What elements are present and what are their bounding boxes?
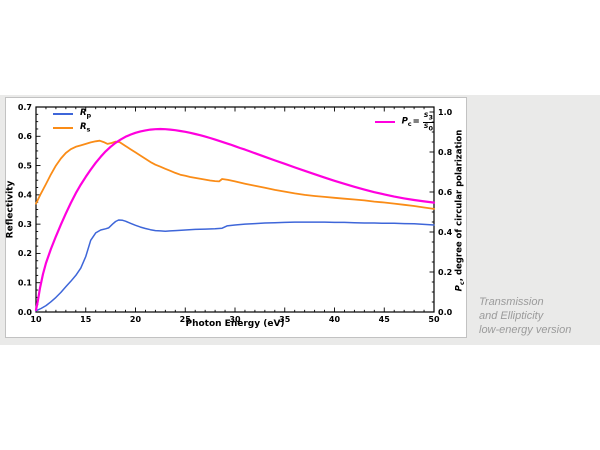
rs-line-swatch bbox=[53, 127, 73, 129]
x-tick-label: 15 bbox=[80, 315, 92, 324]
pc-line-swatch bbox=[374, 121, 395, 123]
x-tick-label: 40 bbox=[329, 315, 341, 324]
series-rp bbox=[35, 219, 435, 312]
caption-line: and Ellipticity bbox=[479, 310, 544, 322]
plot-frame bbox=[35, 106, 435, 313]
plot-panel: 10 15 20 25 30 35 40 45 50 0.0 0.1 0.2 0.3 0.4 0.5 0.6 0… bbox=[5, 97, 467, 338]
y-right-tick-label: 1.0 bbox=[438, 108, 453, 117]
caption-line: Transmission bbox=[479, 296, 544, 308]
x-axis-label: Photon Energy (eV) bbox=[185, 319, 285, 329]
caption: Transmission and Ellipticity low-energy … bbox=[479, 295, 571, 337]
x-tick-label: 35 bbox=[279, 315, 291, 324]
y-right-tick-label: 0.6 bbox=[438, 188, 453, 197]
rp-line-swatch bbox=[53, 113, 73, 115]
caption-line: low-energy version bbox=[479, 324, 572, 336]
y-right-tick-label: 0.2 bbox=[438, 268, 452, 277]
y-right-tick-label: 0.8 bbox=[438, 148, 453, 157]
legend-item-pc: Pc= S3 S0 bbox=[374, 111, 434, 132]
y-right-tick-label: 0.4 bbox=[438, 228, 453, 237]
y-axis-label-left: Reflectivity bbox=[5, 180, 16, 239]
y-left-tick-label: 0.3 bbox=[18, 220, 32, 229]
x-tick-label: 50 bbox=[428, 315, 440, 324]
legend-item-rs: Rs bbox=[53, 121, 91, 135]
x-tick-label: 10 bbox=[30, 315, 42, 324]
rp-legend-label: Rp bbox=[80, 108, 92, 120]
y-left-tick-label: 0.2 bbox=[18, 249, 32, 258]
y-left-tick-label: 0.1 bbox=[18, 279, 33, 288]
x-tick-label: 30 bbox=[229, 315, 241, 324]
y-left-tick-label: 0.7 bbox=[18, 103, 32, 112]
stokes-fraction: S3 S0 bbox=[422, 111, 434, 132]
legend-polarization: Pc= S3 S0 bbox=[374, 111, 434, 132]
x-tick-label: 25 bbox=[180, 315, 192, 324]
series-pc bbox=[34, 127, 436, 312]
series-rs bbox=[35, 139, 435, 210]
y-right-tick-label: 0.0 bbox=[438, 308, 453, 317]
y-axis-label-right: Pc, degree of circular polarization bbox=[454, 129, 467, 292]
legend-item-rp: Rp bbox=[53, 107, 91, 121]
x-tick-label: 20 bbox=[130, 315, 142, 324]
y-left-tick-label: 0.4 bbox=[18, 191, 33, 200]
legend-reflectivity: Rp Rs bbox=[53, 107, 91, 135]
pc-legend-label: Pc= S3 S0 bbox=[401, 111, 434, 132]
y-left-tick-label: 0.6 bbox=[18, 132, 33, 141]
x-tick-label: 45 bbox=[379, 315, 391, 324]
y-left-tick-label: 0.5 bbox=[18, 161, 33, 170]
rs-legend-label: Rs bbox=[80, 122, 91, 134]
chart-canvas: 10 15 20 25 30 35 40 45 500.00.10.20.30.40.50.60… bbox=[18, 103, 453, 324]
y-left-tick-label: 0.0 bbox=[18, 308, 33, 317]
